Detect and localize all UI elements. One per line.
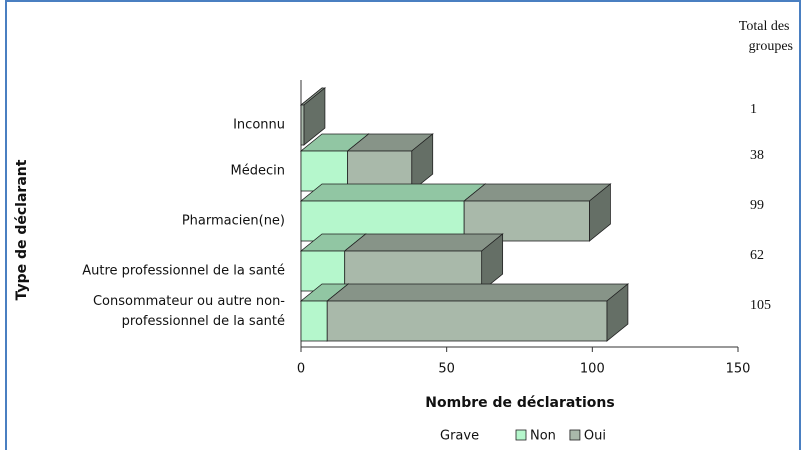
legend-label: Non — [530, 429, 556, 444]
total-value: 38 — [750, 148, 764, 163]
bar-segment — [299, 87, 327, 146]
total-value: 99 — [750, 198, 764, 213]
bar-top — [299, 183, 487, 202]
legend-swatch — [569, 429, 581, 441]
x-tick-label: 150 — [726, 362, 751, 377]
total-value: 105 — [750, 298, 771, 313]
legend-label: Oui — [584, 429, 606, 444]
x-tick-label: 0 — [297, 362, 305, 377]
y-tick-label: Autre professionnel de la santé — [82, 264, 285, 279]
bar — [300, 104, 305, 146]
legend-swatch — [515, 429, 527, 441]
totals-title: Total des groupes — [739, 19, 793, 54]
y-tick-label: Consommateur ou autre non-professionnel … — [93, 294, 285, 329]
total-value: 62 — [750, 248, 764, 263]
y-tick-label: Médecin — [231, 164, 285, 179]
bar — [300, 300, 328, 342]
x-tick-label: 50 — [438, 362, 455, 377]
frame — [5, 0, 801, 450]
y-axis-title: Type de déclarant — [14, 159, 30, 300]
x-tick-label: 100 — [580, 362, 605, 377]
bar-segment — [463, 183, 612, 242]
bar-segment — [343, 233, 504, 292]
x-axis-title: Nombre de déclarations — [425, 395, 614, 411]
bar-top — [343, 233, 504, 252]
total-value: 1 — [750, 102, 757, 117]
bar-segment — [346, 133, 434, 192]
bar-top — [463, 183, 612, 202]
bar-segment — [299, 183, 487, 242]
legend-title: Grave — [440, 429, 479, 444]
y-tick-label: Inconnu — [233, 118, 285, 133]
bar — [326, 300, 608, 342]
y-tick-label: Pharmacien(ne) — [182, 214, 285, 229]
bar-top — [326, 283, 630, 302]
bar-segment — [326, 283, 630, 342]
